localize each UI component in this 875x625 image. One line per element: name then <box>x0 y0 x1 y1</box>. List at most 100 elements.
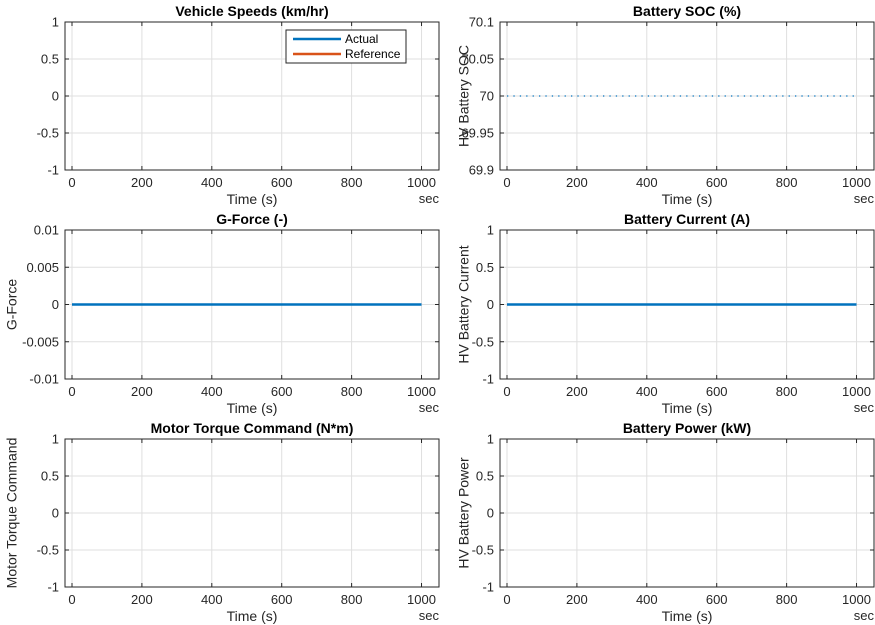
vehicle-speeds-xtick-label: 0 <box>68 175 75 190</box>
battery-soc-xtick-label: 800 <box>776 175 798 190</box>
g-force-ytick-label: -0.01 <box>29 372 59 387</box>
battery-current-ytick-label: -0.5 <box>472 334 494 349</box>
motor-torque-title: Motor Torque Command (N*m) <box>151 420 354 436</box>
vehicle-speeds-xtick-label: 800 <box>341 175 363 190</box>
battery-soc-ytick-label: 69.95 <box>461 126 494 141</box>
battery-current-xlabel: Time (s) <box>662 400 713 416</box>
battery-current-plot-area: 0 200 400 600 800 1000 -1 -0.5 0 0.5 1 <box>472 223 875 399</box>
g-force-xtick-label: 1000 <box>407 384 436 399</box>
battery-soc-title: Battery SOC (%) <box>633 3 741 19</box>
battery-soc-xtick-label: 0 <box>503 175 510 190</box>
motor-torque-ytick-label: 1 <box>52 432 59 447</box>
motor-torque-xtick-label: 600 <box>271 592 293 607</box>
battery-current-ytick-label: -1 <box>482 372 494 387</box>
battery-power-ytick-label: -0.5 <box>472 543 494 558</box>
g-force-ytick-label: -0.005 <box>22 334 59 349</box>
motor-torque-xtick-label: 800 <box>341 592 363 607</box>
g-force-axes: 0 200 400 600 800 1000 -0.01 -0.005 0 0.005 0.01 G… <box>4 211 440 416</box>
battery-power-plot-area: 0 200 400 600 800 1000 -1 -0.5 0 0.5 1 <box>472 432 875 607</box>
battery-soc-ytick-label: 69.9 <box>469 163 494 178</box>
battery-current-ytick-label: 0.5 <box>476 260 494 275</box>
vehicle-speeds-xtick-label: 600 <box>271 175 293 190</box>
battery-power-xtick-label: 200 <box>566 592 588 607</box>
g-force-xtick-label: 400 <box>201 384 223 399</box>
battery-soc-xlabel: Time (s) <box>662 191 713 207</box>
vehicle-speeds-ytick-label: 0.5 <box>41 52 59 67</box>
battery-power-x-unit: sec <box>854 608 875 623</box>
motor-torque-x-unit: sec <box>419 608 440 623</box>
battery-power-xtick-label: 0 <box>503 592 510 607</box>
g-force-ylabel: G-Force <box>4 279 20 331</box>
vehicle-speeds-legend: Actual Reference <box>285 29 407 64</box>
motor-torque-xtick-label: 400 <box>201 592 223 607</box>
battery-current-xtick-label: 600 <box>706 384 728 399</box>
battery-current-xtick-label: 0 <box>503 384 510 399</box>
battery-soc-xtick-label: 200 <box>566 175 588 190</box>
battery-current-ytick-label: 0 <box>487 297 494 312</box>
legend-label-actual: Actual <box>345 32 378 46</box>
battery-soc-axes: 0 200 400 600 800 1000 69.9 69.95 70 70.05 70.1 Ba… <box>456 3 875 207</box>
g-force-xtick-label: 0 <box>68 384 75 399</box>
motor-torque-xtick-label: 200 <box>131 592 153 607</box>
battery-power-title: Battery Power (kW) <box>623 420 751 436</box>
vehicle-speeds-axes: 0 200 400 600 800 1000 -1 -0.5 0 0.5 1 Vehicle Spe… <box>37 3 440 207</box>
battery-power-axes: 0 200 400 600 800 1000 -1 -0.5 0 0.5 1 Battery Pow… <box>456 420 875 624</box>
battery-soc-ytick-label: 70.05 <box>461 52 494 67</box>
g-force-ytick-label: 0.005 <box>26 260 59 275</box>
battery-current-xtick-label: 200 <box>566 384 588 399</box>
legend-box <box>285 29 407 64</box>
legend-label-reference: Reference <box>345 47 401 61</box>
battery-current-ytick-label: 1 <box>487 223 494 238</box>
motor-torque-ytick-label: -0.5 <box>37 543 59 558</box>
motor-torque-plot-area: 0 200 400 600 800 1000 -1 -0.5 0 0.5 1 <box>37 432 440 607</box>
g-force-xtick-label: 600 <box>271 384 293 399</box>
vehicle-speeds-xtick-label: 200 <box>131 175 153 190</box>
battery-soc-ytick-label: 70.1 <box>469 15 494 30</box>
vehicle-speeds-xlabel: Time (s) <box>227 191 278 207</box>
battery-soc-xtick-label: 1000 <box>842 175 871 190</box>
vehicle-speeds-ytick-label: -0.5 <box>37 126 59 141</box>
vehicle-speeds-title: Vehicle Speeds (km/hr) <box>175 3 328 19</box>
vehicle-speeds-plot-area: 0 200 400 600 800 1000 -1 -0.5 0 0.5 1 <box>37 15 440 190</box>
battery-power-xtick-label: 400 <box>636 592 658 607</box>
g-force-xtick-label: 800 <box>341 384 363 399</box>
vehicle-speeds-ytick-label: 0 <box>52 89 59 104</box>
vehicle-speeds-ytick-label: -1 <box>47 163 59 178</box>
motor-torque-ytick-label: 0.5 <box>41 469 59 484</box>
g-force-ytick-label: 0.01 <box>34 223 59 238</box>
g-force-xlabel: Time (s) <box>227 400 278 416</box>
battery-soc-plot-area: 0 200 400 600 800 1000 69.9 69.95 70 70.05 70.1 <box>461 15 875 190</box>
vehicle-speeds-xtick-label: 1000 <box>407 175 436 190</box>
battery-soc-xtick-label: 400 <box>636 175 658 190</box>
battery-power-xtick-label: 1000 <box>842 592 871 607</box>
g-force-plot-area: 0 200 400 600 800 1000 -0.01 -0.005 0 0.005 0.01 <box>22 223 440 399</box>
motor-torque-axes: 0 200 400 600 800 1000 -1 -0.5 0 0.5 1 Motor Torqu… <box>4 420 440 624</box>
battery-current-ylabel: HV Battery Current <box>456 245 472 363</box>
motor-torque-ytick-label: -1 <box>47 580 59 595</box>
battery-soc-ylabel: HV Battery SOC <box>456 45 472 147</box>
battery-power-xlabel: Time (s) <box>662 608 713 624</box>
battery-power-ytick-label: 0 <box>487 506 494 521</box>
vehicle-speeds-xtick-label: 400 <box>201 175 223 190</box>
battery-current-xtick-label: 400 <box>636 384 658 399</box>
battery-current-x-unit: sec <box>854 400 875 415</box>
battery-power-ytick-label: -1 <box>482 580 494 595</box>
battery-power-ylabel: HV Battery Power <box>456 457 472 569</box>
motor-torque-ytick-label: 0 <box>52 506 59 521</box>
battery-power-xtick-label: 800 <box>776 592 798 607</box>
g-force-xtick-label: 200 <box>131 384 153 399</box>
battery-soc-ytick-label: 70 <box>480 89 494 104</box>
vehicle-speeds-x-unit: sec <box>419 191 440 206</box>
battery-current-title: Battery Current (A) <box>624 211 750 227</box>
motor-torque-xlabel: Time (s) <box>227 608 278 624</box>
g-force-ytick-label: 0 <box>52 297 59 312</box>
motor-torque-xtick-label: 1000 <box>407 592 436 607</box>
battery-current-xtick-label: 800 <box>776 384 798 399</box>
battery-current-axes: 0 200 400 600 800 1000 -1 -0.5 0 0.5 1 Battery Cur… <box>456 211 875 416</box>
motor-torque-ylabel: Motor Torque Command <box>4 438 20 589</box>
battery-power-ytick-label: 1 <box>487 432 494 447</box>
motor-torque-xtick-label: 0 <box>68 592 75 607</box>
vehicle-speeds-ytick-label: 1 <box>52 15 59 30</box>
